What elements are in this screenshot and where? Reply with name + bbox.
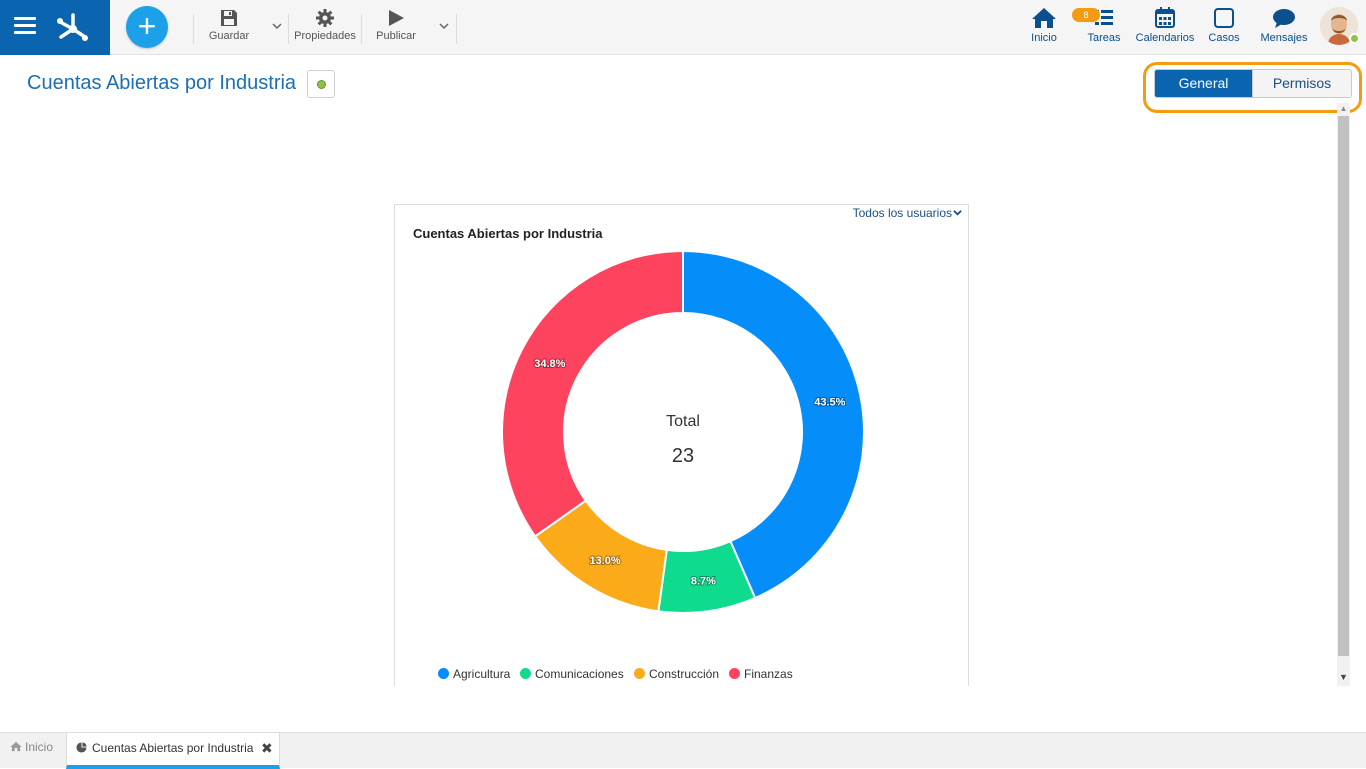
- donut-slice-finanzas[interactable]: [501, 249, 684, 538]
- legend-item-comunicaciones[interactable]: Comunicaciones: [520, 667, 624, 681]
- status-indicator-button[interactable]: [307, 70, 335, 98]
- chat-bubble-icon: [1273, 9, 1295, 28]
- slice-percent-label: 8.7%: [691, 576, 716, 588]
- legend-item-construcción[interactable]: Construcción: [634, 667, 719, 681]
- logo-icon[interactable]: [54, 9, 92, 45]
- legend-item-finanzas[interactable]: Finanzas: [729, 667, 793, 681]
- home-icon: [10, 741, 22, 752]
- toolbar-divider: [456, 14, 457, 44]
- legend-label: Comunicaciones: [535, 667, 624, 681]
- users-filter-dropdown[interactable]: Todos los usuarios: [853, 206, 962, 220]
- legend-label: Finanzas: [744, 667, 793, 681]
- slice-percent-label: 43.5%: [814, 396, 845, 408]
- scroll-up-arrow-icon[interactable]: ▲: [1339, 104, 1348, 113]
- legend-label: Construcción: [649, 667, 720, 681]
- legend-dot: [634, 668, 645, 679]
- legend-dot: [520, 668, 531, 679]
- scrollbar-thumb[interactable]: [1338, 116, 1349, 656]
- menu-icon[interactable]: [14, 17, 36, 37]
- toolbar-divider: [193, 14, 194, 44]
- pie-chart-icon: [76, 742, 87, 753]
- save-button[interactable]: Guardar: [205, 8, 253, 48]
- properties-label: Propiedades: [294, 30, 356, 42]
- nav-calendars-label: Calendarios: [1135, 32, 1195, 44]
- legend-dot: [438, 668, 449, 679]
- chevron-down-icon: [953, 210, 962, 216]
- view-tabs: General Permisos: [1154, 69, 1352, 98]
- donut-chart: 43.5% 8.7% 13.0% 34.8% Total 23: [501, 249, 865, 614]
- tasks-count-badge: 8: [1072, 8, 1100, 22]
- properties-button[interactable]: Propiedades: [292, 8, 358, 48]
- bottom-tab-bar: Inicio Cuentas Abiertas por Industria ✖: [0, 732, 1366, 769]
- gear-icon: [316, 9, 334, 27]
- bottom-tab-active-label: Cuentas Abiertas por Industria: [92, 741, 254, 755]
- nav-cases-label: Casos: [1208, 32, 1240, 44]
- nav-calendars[interactable]: Calendarios: [1134, 6, 1196, 50]
- home-icon: [1032, 8, 1056, 28]
- users-filter-label: Todos los usuarios: [852, 206, 952, 220]
- page-title: Cuentas Abiertas por Industria: [27, 72, 297, 94]
- publish-label: Publicar: [376, 30, 416, 42]
- bottom-tab-home-label: Inicio: [25, 740, 54, 754]
- add-button[interactable]: +: [126, 6, 168, 48]
- nav-cases[interactable]: Casos: [1206, 6, 1242, 50]
- chart-title: Cuentas Abiertas por Industria: [413, 226, 603, 241]
- toolbar-divider: [288, 14, 289, 44]
- scroll-down-arrow-icon[interactable]: ▼: [1339, 672, 1348, 682]
- toolbar-divider: [361, 14, 362, 44]
- close-icon[interactable]: ✖: [261, 740, 273, 756]
- nav-messages[interactable]: Mensajes: [1258, 6, 1310, 50]
- tab-permissions[interactable]: Permisos: [1252, 70, 1351, 97]
- status-dot: [317, 80, 326, 89]
- bottom-tab-home[interactable]: Inicio: [0, 733, 64, 769]
- user-face-icon: [1320, 7, 1358, 45]
- legend-label: Agricultura: [453, 667, 511, 681]
- publish-button[interactable]: Publicar: [372, 8, 420, 48]
- donut-slice-agricultura[interactable]: [682, 249, 865, 600]
- nav-tasks-label: Tareas: [1087, 32, 1121, 44]
- bottom-tab-active[interactable]: Cuentas Abiertas por Industria ✖: [66, 733, 280, 769]
- nav-messages-label: Mensajes: [1260, 32, 1308, 44]
- donut-center-value: 23: [672, 445, 694, 467]
- tab-general[interactable]: General: [1155, 70, 1252, 97]
- chart-card: 43.5% 8.7% 13.0% 34.8% Total 23 Todos los usu…: [394, 204, 969, 686]
- legend-item-agricultura[interactable]: Agricultura: [438, 667, 510, 681]
- donut-center-label: Total: [666, 413, 700, 430]
- save-options-chevron-down-icon[interactable]: [271, 20, 283, 32]
- slice-percent-label: 34.8%: [534, 358, 565, 370]
- save-label: Guardar: [208, 30, 250, 42]
- top-bar: + Guardar Propiedades: [0, 0, 1366, 55]
- nav-home-label: Inicio: [1031, 32, 1057, 44]
- calendar-icon: [1155, 7, 1175, 28]
- nav-home[interactable]: Inicio: [1026, 6, 1062, 50]
- legend-dot: [729, 668, 740, 679]
- tabs-highlight-outline: [1143, 62, 1362, 113]
- slice-percent-label: 13.0%: [589, 555, 620, 567]
- play-icon: [389, 10, 404, 26]
- user-status-dot: [1349, 33, 1360, 44]
- brand-block: [0, 0, 110, 55]
- publish-options-chevron-down-icon[interactable]: [438, 20, 450, 32]
- save-icon: [221, 10, 237, 26]
- cases-icon: [1214, 8, 1234, 28]
